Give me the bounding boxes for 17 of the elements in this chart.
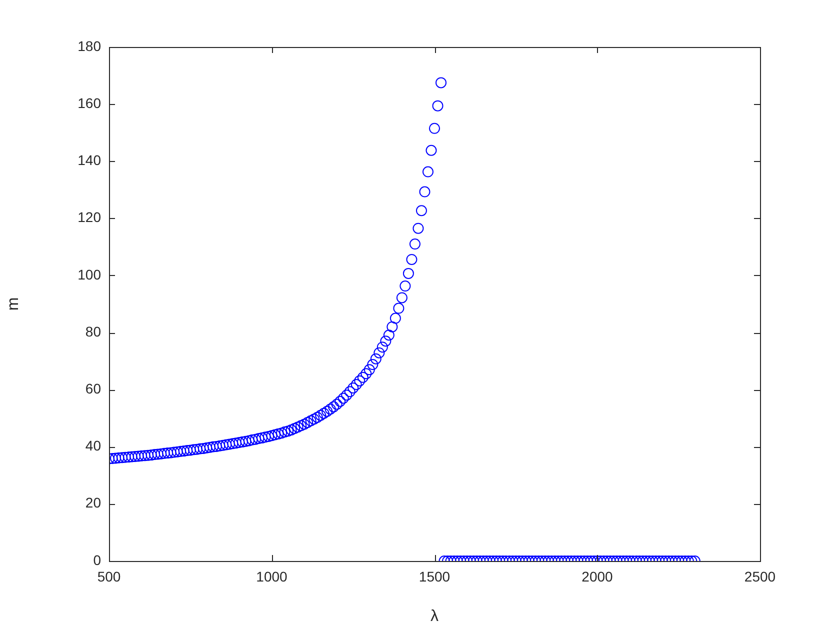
x-tick-label: 1000 bbox=[256, 568, 288, 584]
y-tick-label: 40 bbox=[85, 438, 102, 454]
y-axis-title: m bbox=[5, 297, 22, 311]
y-tick-label: 100 bbox=[78, 266, 102, 282]
x-axis-title: λ bbox=[430, 608, 438, 625]
y-tick-label: 20 bbox=[85, 494, 102, 511]
y-tick-label: 180 bbox=[78, 38, 102, 54]
y-tick-label: 160 bbox=[78, 94, 102, 111]
y-tick-label: 0 bbox=[93, 552, 102, 568]
x-tick-label: 2500 bbox=[744, 568, 776, 584]
x-tick-label: 2000 bbox=[582, 568, 614, 584]
y-tick-label: 140 bbox=[78, 152, 102, 168]
y-tick-label: 80 bbox=[85, 323, 102, 340]
y-tick-label: 60 bbox=[85, 380, 102, 397]
y-tick-label: 120 bbox=[78, 209, 102, 226]
x-tick-label: 1500 bbox=[418, 568, 450, 584]
x-tick-label: 500 bbox=[97, 568, 121, 584]
